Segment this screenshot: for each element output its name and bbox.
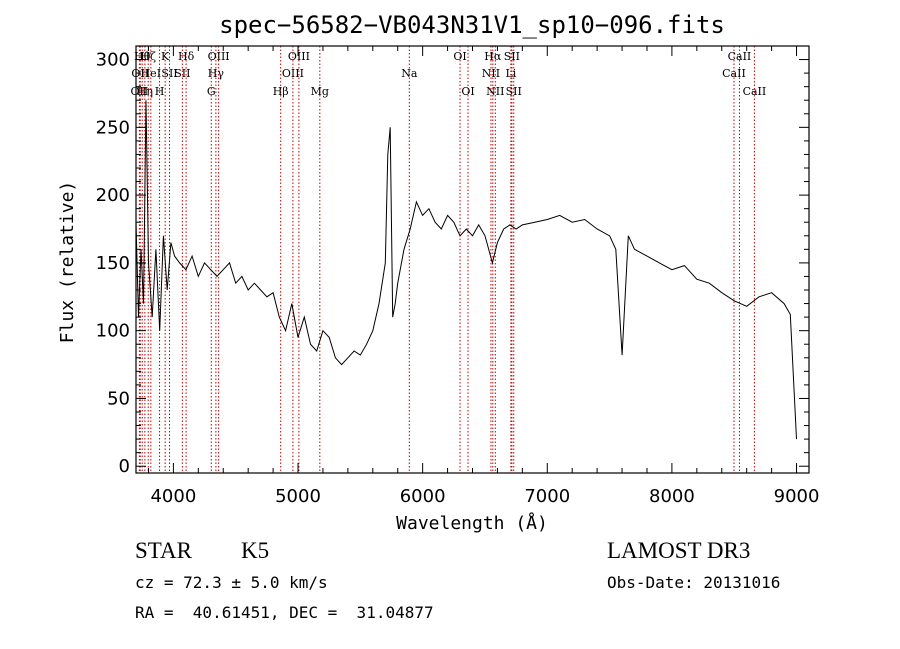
line-marker-label: G (207, 85, 216, 98)
line-marker-label: OI (461, 85, 474, 98)
y-tick-label: 50 (107, 388, 130, 409)
object-class: STAR (135, 538, 192, 563)
x-tick-label: 7000 (524, 486, 570, 507)
line-marker-label: OIII (208, 50, 230, 63)
line-marker-label: H (155, 85, 165, 98)
line-marker-label: Hη (137, 85, 153, 98)
x-tick-label: 5000 (275, 486, 321, 507)
line-marker-label: SII (161, 67, 177, 80)
redshift-cz: cz = 72.3 ± 5.0 km/s (135, 573, 328, 592)
line-marker-label: Li (505, 67, 516, 80)
line-marker-label: SII (504, 50, 520, 63)
line-marker-label: K (161, 50, 170, 63)
observation-date: Obs-Date: 20131016 (607, 573, 781, 592)
survey-name: LAMOST DR3 (607, 538, 751, 563)
line-marker-label: OIII (288, 50, 310, 63)
line-marker-label: NII (482, 67, 500, 80)
line-marker-label: Hβ (273, 85, 289, 98)
x-axis-label: Wavelength (Å) (396, 512, 548, 534)
x-tick-label: 6000 (400, 486, 446, 507)
y-tick-label: 300 (96, 50, 130, 71)
x-tick-label: 8000 (649, 486, 695, 507)
line-marker-label: Hγ (208, 67, 225, 80)
line-marker-label: CaII (728, 50, 752, 63)
plot-frame (135, 45, 810, 474)
y-tick-label: 0 (119, 456, 130, 477)
x-tick-label: 4000 (150, 486, 196, 507)
x-tick-label: 9000 (774, 486, 820, 507)
line-marker-label: HeI (141, 67, 161, 80)
line-marker-label: Hζ (140, 50, 156, 63)
y-tick-label: 200 (96, 185, 130, 206)
line-marker-label: SII (506, 85, 522, 98)
line-marker-labels: OIIOIIHθHηHζHeIHKSIIHδSIIGHγOIIIHβOIIIOI… (131, 50, 767, 98)
object-subclass: K5 (241, 538, 270, 563)
coordinates: RA = 40.61451, DEC = 31.04877 (135, 603, 434, 622)
line-marker-label: SII (174, 67, 190, 80)
line-marker-label: Hδ (178, 50, 195, 63)
line-marker-label: NII (486, 85, 504, 98)
chart-title: spec−56582−VB043N31V1_sp10−096.fits (219, 11, 725, 39)
line-marker-label: OI (453, 50, 466, 63)
emission-line-markers (138, 46, 755, 473)
line-marker-label: OIII (282, 67, 304, 80)
x-axis-ticks: 4000 5000 6000 7000 8000 9000 (147, 46, 820, 507)
y-tick-label: 100 (96, 321, 130, 342)
y-axis-ticks: 0 50 100 150 200 250 300 (96, 50, 809, 477)
y-tick-label: 150 (96, 253, 130, 274)
line-marker-label: Hα (484, 50, 502, 63)
spectrum-line (135, 100, 797, 440)
line-marker-label: Na (401, 67, 418, 80)
line-marker-label: OII (131, 85, 149, 98)
line-marker-label: Mg (311, 85, 329, 98)
line-marker-label: CaII (743, 85, 767, 98)
line-marker-label: CaII (722, 67, 746, 80)
y-tick-label: 250 (96, 117, 130, 138)
y-axis-label: Flux (relative) (57, 181, 78, 344)
